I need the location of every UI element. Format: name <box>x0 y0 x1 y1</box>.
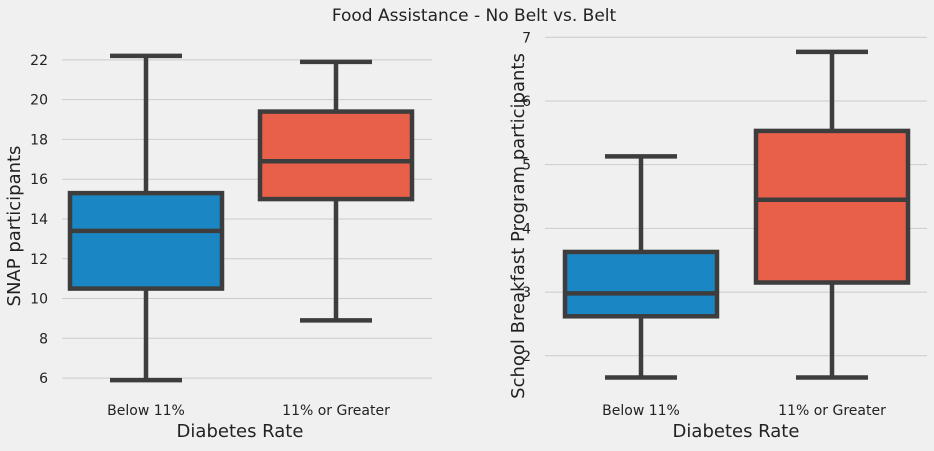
y-tick-label: 14 <box>30 212 48 228</box>
x-axis-label: Diabetes Rate <box>177 421 304 442</box>
y-tick-label: 5 <box>522 158 531 174</box>
box-plot-below-11 <box>562 154 720 380</box>
iqr-box <box>257 109 415 202</box>
x-tick-label: 11% or Greater <box>282 403 390 419</box>
y-tick-label: 22 <box>30 53 48 69</box>
y-tick-label: 12 <box>30 252 48 268</box>
x-tick-label: Below 11% <box>107 403 185 419</box>
chart-panel-snap: Diabetes Rate SNAP participants 6 8 10 12 14… <box>4 53 432 442</box>
y-tick-label: 3 <box>522 285 531 301</box>
box-plot-11-or-greater <box>257 59 415 323</box>
y-tick-label: 18 <box>30 132 48 148</box>
box-plot-below-11 <box>67 53 225 383</box>
y-tick-label: 8 <box>39 331 48 347</box>
x-tick-label: 11% or Greater <box>778 403 886 419</box>
chart-panel-school-breakfast: Diabetes Rate School Breakfast Program p… <box>508 30 927 442</box>
y-axis-label: SNAP participants <box>4 146 25 307</box>
y-tick-label: 20 <box>30 93 48 109</box>
figure-title: Food Assistance - No Belt vs. Belt <box>332 6 617 26</box>
y-tick-label: 6 <box>522 94 531 110</box>
y-tick-label: 7 <box>522 30 531 46</box>
iqr-box <box>562 249 720 319</box>
iqr-box <box>67 190 225 291</box>
x-tick-label: Below 11% <box>602 403 680 419</box>
y-tick-label: 10 <box>30 292 48 308</box>
y-axis-label: School Breakfast Program participants <box>508 53 529 399</box>
box-plot-11-or-greater <box>753 49 911 380</box>
x-axis-label: Diabetes Rate <box>673 421 800 442</box>
iqr-box <box>753 128 911 285</box>
y-tick-label: 4 <box>522 221 531 237</box>
y-tick-label: 6 <box>39 371 48 387</box>
y-tick-label: 16 <box>30 172 48 188</box>
y-tick-label: 2 <box>522 349 531 365</box>
